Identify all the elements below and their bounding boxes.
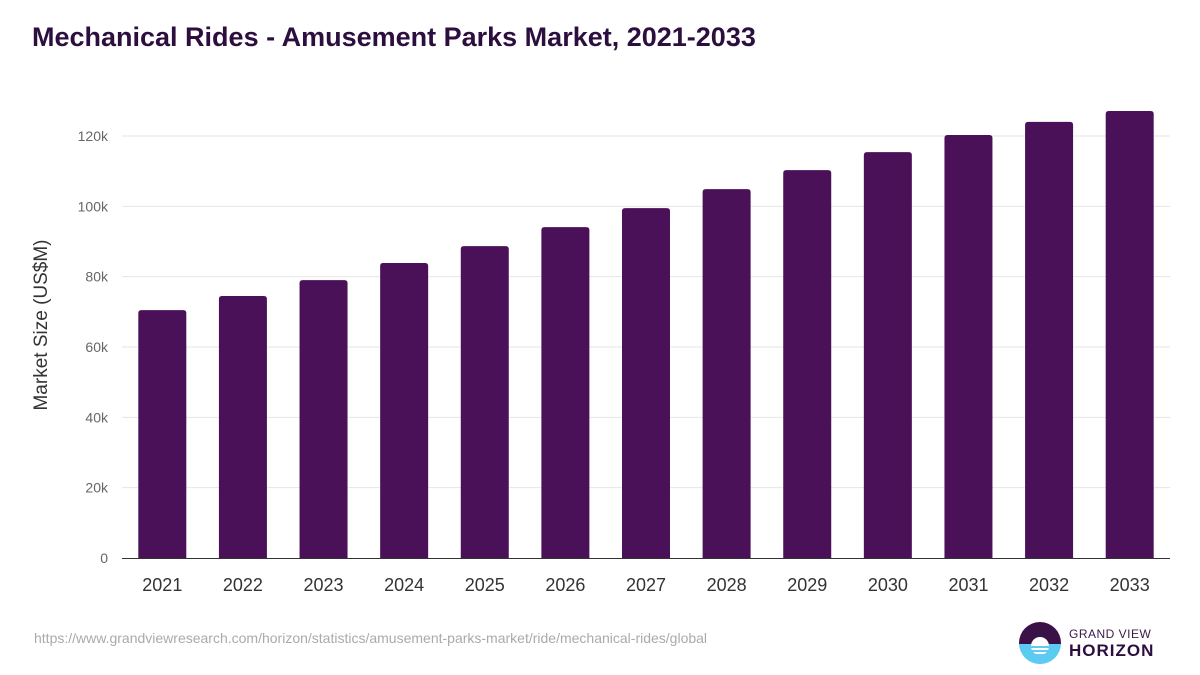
bar-2031: [944, 134, 993, 558]
y-tick-label: 0: [100, 550, 108, 566]
bar-2033: [1105, 111, 1154, 558]
x-tick-label: 2025: [465, 575, 505, 595]
x-tick-label: 2027: [626, 575, 666, 595]
y-tick-label: 80k: [85, 269, 109, 285]
bar-2028: [702, 189, 751, 558]
y-tick-label: 40k: [85, 409, 109, 425]
bar-2032: [1025, 121, 1074, 558]
x-tick-label: 2031: [948, 575, 988, 595]
bar-2027: [622, 208, 670, 558]
grand-view-horizon-logo[interactable]: GRAND VIEW HORIZON: [1019, 622, 1159, 666]
y-tick-label: 120k: [78, 128, 109, 144]
chart-title: Mechanical Rides - Amusement Parks Marke…: [32, 22, 756, 52]
bar-2022: [218, 296, 267, 558]
horizon-logo-icon: [1019, 622, 1061, 664]
x-tick-label: 2024: [384, 575, 424, 595]
bar-2024: [380, 262, 429, 558]
logo-text-bottom: HORIZON: [1069, 641, 1155, 660]
bar-2023: [299, 280, 348, 558]
x-tick-label: 2029: [787, 575, 827, 595]
x-tick-label: 2028: [707, 575, 747, 595]
bar-2029: [783, 170, 832, 558]
x-tick-label: 2030: [868, 575, 908, 595]
bar-2030: [863, 152, 912, 558]
y-tick-label: 60k: [85, 339, 109, 355]
logo-text-top: GRAND VIEW: [1069, 627, 1152, 641]
x-tick-label: 2022: [223, 575, 263, 595]
x-tick-label: 2021: [142, 575, 182, 595]
y-axis-label: Market Size (US$M): [31, 239, 52, 410]
y-tick-label: 100k: [78, 198, 109, 214]
x-tick-label: 2026: [545, 575, 585, 595]
bar-2026: [541, 227, 590, 558]
bar-2025: [460, 246, 509, 559]
x-tick-label: 2023: [304, 575, 344, 595]
x-tick-label: 2032: [1029, 575, 1069, 595]
y-tick-label: 20k: [85, 480, 109, 496]
x-tick-label: 2033: [1110, 575, 1150, 595]
bar-2021: [138, 310, 187, 558]
source-url[interactable]: https://www.grandviewresearch.com/horizo…: [34, 630, 708, 646]
